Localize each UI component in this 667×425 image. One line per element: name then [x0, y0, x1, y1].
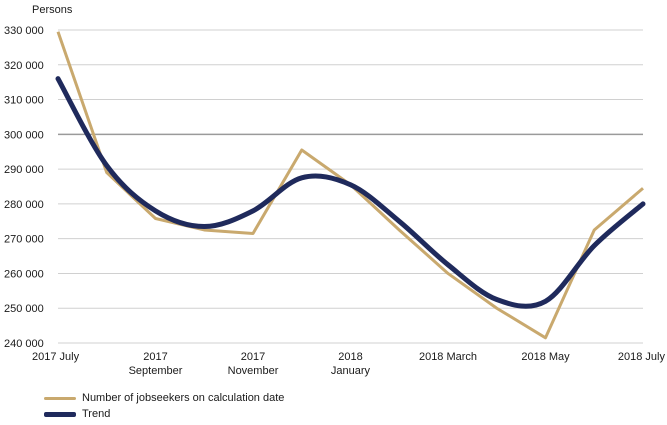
y-axis-unit-label: Persons	[32, 4, 73, 16]
y-tick-labels: 240 000 250 000 260 000 270 000 280 000 290 0…	[4, 25, 44, 350]
x-tick-label: 2018	[338, 351, 362, 363]
gridlines	[58, 29, 643, 344]
y-tick-label: 320 000	[4, 60, 44, 72]
series-lines	[55, 31, 646, 340]
x-tick-label: 2017	[241, 351, 265, 363]
x-tick-label: 2017	[143, 351, 167, 363]
legend-label-jobseekers: Number of jobseekers on calculation date	[82, 392, 285, 404]
legend-swatch-jobseekers	[44, 396, 76, 400]
legend-item-trend: Trend	[44, 406, 284, 422]
legend-item-jobseekers: Number of jobseekers on calculation date	[44, 390, 284, 406]
y-tick-label: 250 000	[4, 303, 44, 315]
y-tick-label: 290 000	[4, 164, 44, 176]
x-tick-labels: 2017 July 2017 September 2017 November 2018 Ja…	[32, 351, 665, 377]
y-tick-label: 240 000	[4, 338, 44, 350]
x-tick-label: September	[129, 365, 183, 377]
x-tick-label: 2017 July	[32, 351, 80, 363]
x-tick-label: 2018 May	[521, 351, 570, 363]
legend: Number of jobseekers on calculation date…	[44, 390, 284, 422]
x-tick-label: November	[228, 365, 279, 377]
y-tick-label: 270 000	[4, 234, 44, 246]
y-tick-label: 300 000	[4, 129, 44, 141]
y-tick-label: 310 000	[4, 95, 44, 107]
y-tick-label: 330 000	[4, 25, 44, 37]
legend-swatch-trend	[44, 411, 76, 417]
x-tick-label: 2018 March	[419, 351, 477, 363]
y-tick-label: 280 000	[4, 199, 44, 211]
legend-label-trend: Trend	[82, 408, 111, 420]
y-tick-label: 260 000	[4, 268, 44, 280]
series-line-trend	[55, 76, 646, 309]
x-tick-label: January	[331, 365, 371, 377]
x-tick-label: 2018 July	[618, 351, 666, 363]
